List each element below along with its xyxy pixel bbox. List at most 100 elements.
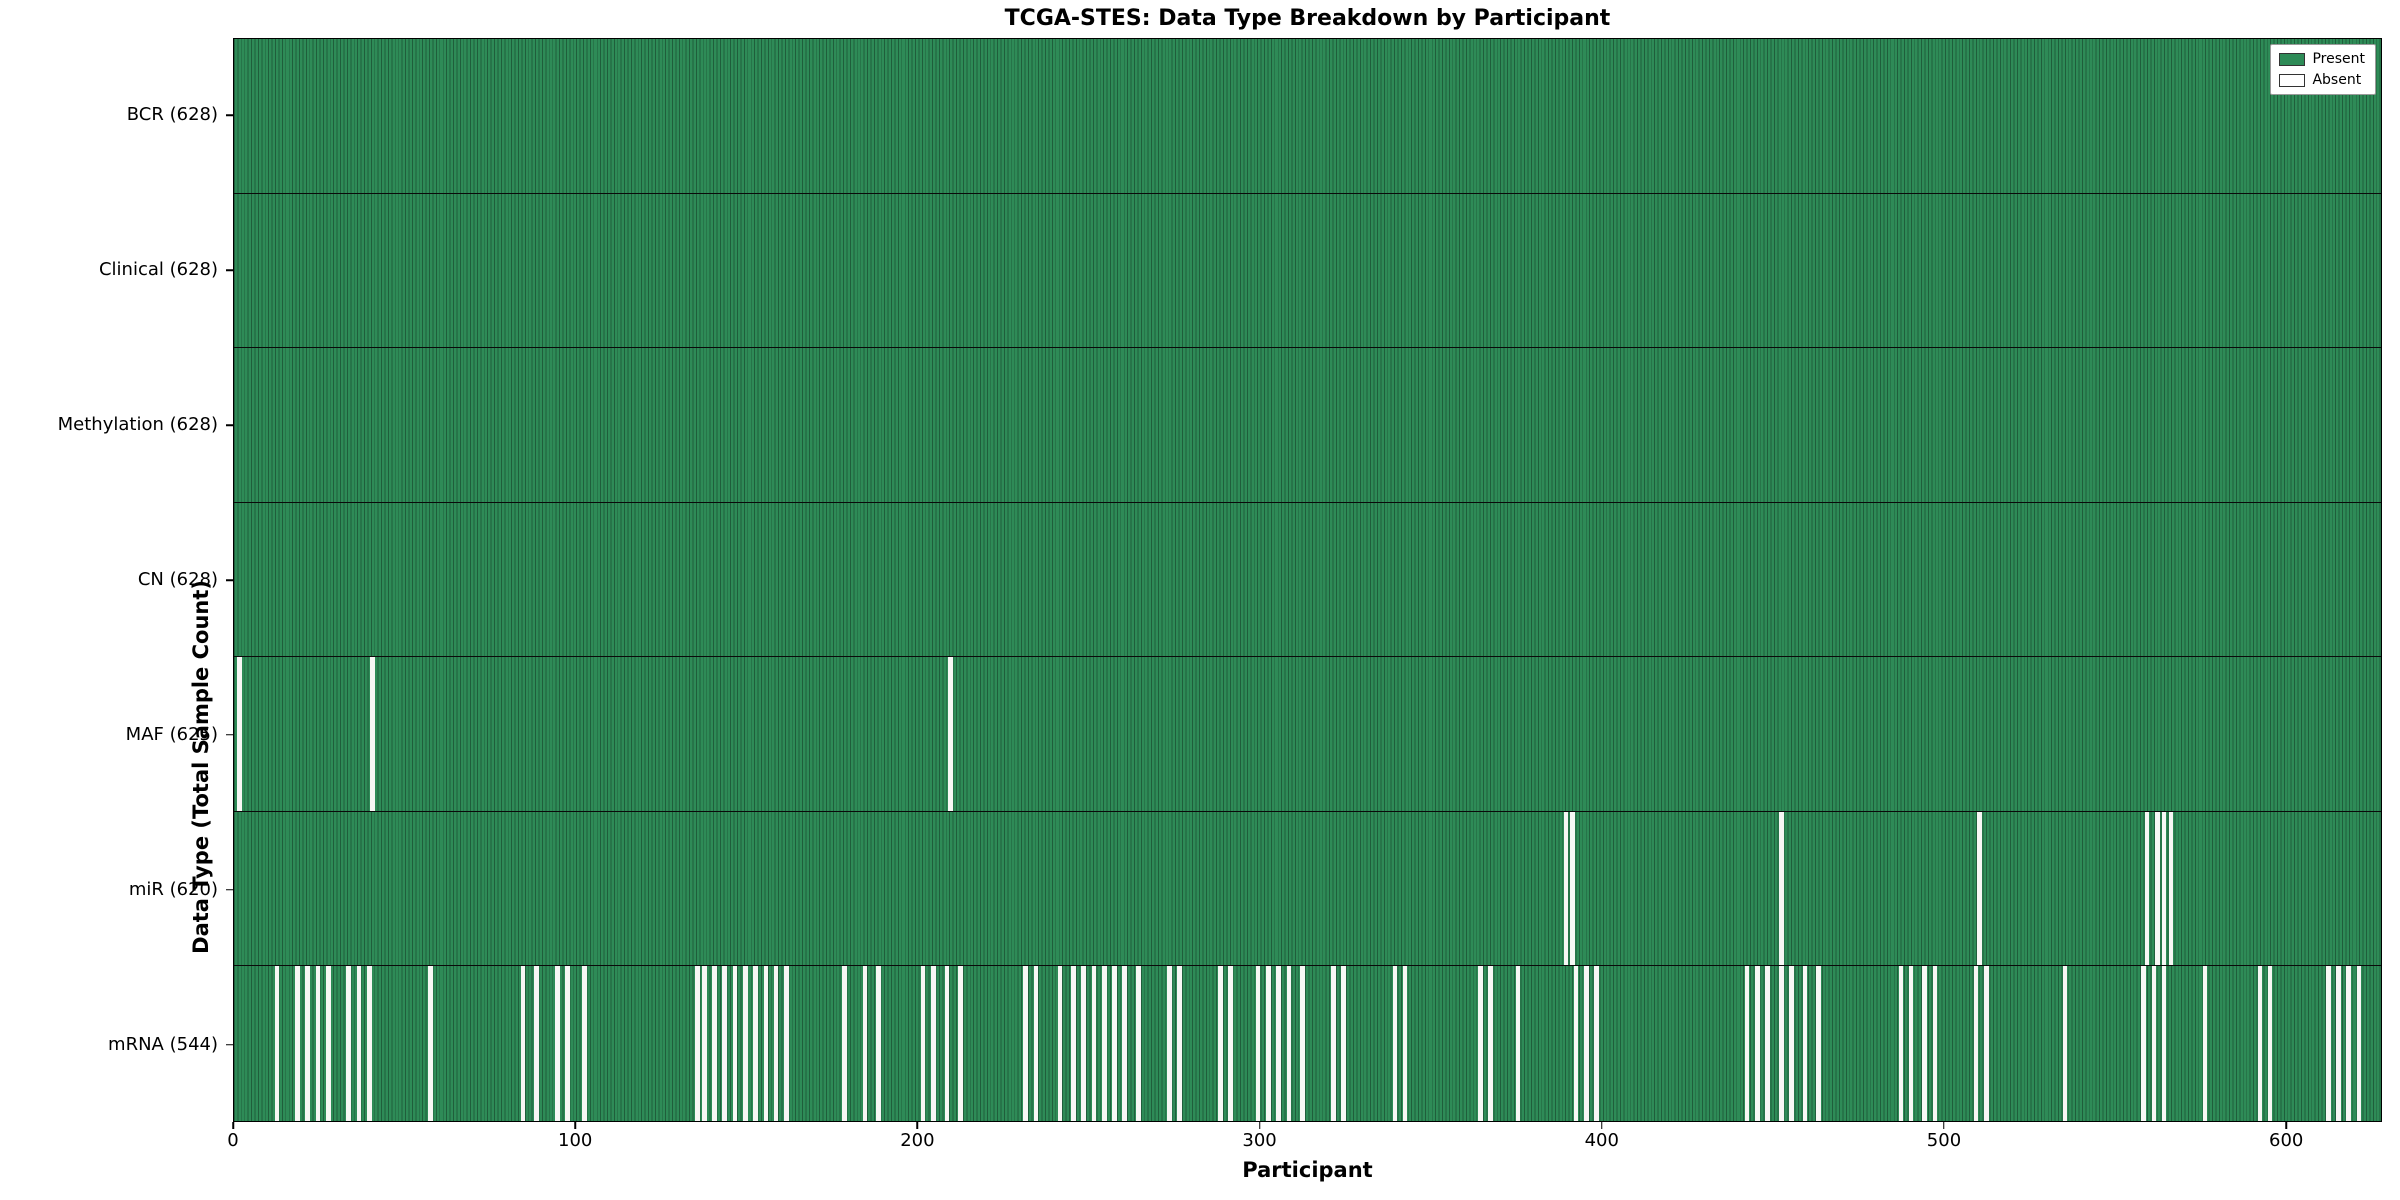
legend-label-present: Present: [2312, 51, 2365, 67]
absent-stripe: [2151, 966, 2157, 1121]
absent-stripe: [1973, 966, 1979, 1121]
absent-stripe: [1402, 966, 1408, 1121]
absent-stripe: [534, 966, 540, 1121]
absent-stripe: [1331, 966, 1336, 1121]
y-tick-mark: [226, 579, 233, 581]
absent-stripe: [2154, 811, 2160, 966]
absent-stripe: [722, 966, 728, 1121]
absent-stripe: [1341, 966, 1346, 1121]
absent-stripe: [695, 966, 700, 1121]
absent-stripe: [1218, 966, 1223, 1121]
absent-stripe: [2161, 966, 2167, 1121]
absent-stripe: [305, 966, 310, 1121]
chart-title: TCGA-STES: Data Type Breakdown by Partic…: [1004, 6, 1611, 31]
absent-stripe: [1276, 966, 1281, 1121]
absent-stripe: [920, 966, 926, 1121]
absent-stripe: [948, 657, 953, 811]
x-tick-mark: [232, 1122, 234, 1129]
absent-stripe: [2325, 966, 2331, 1121]
absent-stripe: [1765, 966, 1770, 1121]
absent-stripe: [2336, 966, 2341, 1121]
absent-stripe: [2168, 811, 2174, 966]
plot-area: [233, 38, 2382, 1122]
absent-stripe: [773, 966, 779, 1121]
absent-stripe: [1922, 966, 1928, 1121]
absent-stripe: [712, 966, 717, 1121]
x-axis-label: Participant: [1242, 1158, 1373, 1182]
absent-stripe: [1778, 966, 1784, 1121]
row-bcr: [234, 39, 2381, 194]
absent-stripe: [2141, 966, 2146, 1121]
legend-item-present: Present: [2279, 51, 2365, 67]
y-tick-mark: [226, 734, 233, 736]
absent-stripe: [2144, 811, 2150, 966]
absent-stripe: [763, 966, 769, 1121]
y-tick-label: MAF (625): [125, 723, 218, 745]
absent-stripe: [1573, 966, 1579, 1121]
absent-stripe: [784, 966, 789, 1121]
row-methylation: [234, 348, 2381, 503]
x-tick-mark: [1943, 1122, 1945, 1129]
absent-stripe: [1228, 966, 1234, 1121]
absent-stripe: [1177, 966, 1182, 1121]
legend-swatch-absent: [2279, 73, 2306, 87]
x-tick-mark: [1601, 1122, 1603, 1129]
absent-stripe: [732, 966, 738, 1121]
absent-stripe: [366, 966, 372, 1121]
absent-stripe: [1023, 966, 1028, 1121]
x-tick-mark: [2285, 1122, 2287, 1129]
absent-stripe: [237, 657, 242, 811]
y-tick-label: miR (620): [128, 878, 218, 900]
absent-stripe: [1570, 811, 1575, 966]
y-tick-mark: [226, 114, 233, 117]
row-clinical: [234, 193, 2381, 349]
absent-stripe: [2202, 966, 2208, 1121]
absent-stripe: [842, 966, 847, 1121]
legend-item-absent: Absent: [2279, 72, 2365, 88]
x-tick-label: 500: [1926, 1130, 1962, 1151]
y-tick-mark: [226, 424, 233, 426]
absent-stripe: [2267, 966, 2273, 1121]
absent-stripe: [2346, 966, 2352, 1121]
absent-stripe: [2257, 966, 2263, 1121]
absent-stripe: [1166, 966, 1172, 1121]
absent-stripe: [1136, 966, 1141, 1121]
absent-stripe: [1932, 966, 1938, 1121]
absent-stripe: [1898, 966, 1904, 1121]
absent-stripe: [1802, 966, 1808, 1121]
y-tick-label: Methylation (628): [57, 414, 218, 436]
x-tick-mark: [1258, 1122, 1261, 1129]
row-mir: [234, 811, 2381, 967]
absent-stripe: [1081, 966, 1087, 1121]
y-tick-label: mRNA (544): [108, 1033, 218, 1055]
legend: Present Absent: [2270, 44, 2376, 95]
absent-stripe: [1266, 966, 1271, 1121]
absent-stripe: [1584, 966, 1589, 1121]
absent-stripe: [2356, 966, 2362, 1121]
absent-stripe: [428, 966, 434, 1121]
absent-stripe: [325, 966, 331, 1121]
x-tick-label: 0: [227, 1130, 239, 1151]
absent-stripe: [1300, 966, 1305, 1121]
absent-stripe: [1563, 811, 1569, 966]
absent-stripe: [1754, 966, 1760, 1121]
absent-stripe: [346, 966, 352, 1121]
absent-stripe: [1816, 966, 1822, 1121]
absent-stripe: [1392, 966, 1398, 1121]
absent-stripe: [1057, 966, 1063, 1121]
absent-stripe: [1984, 966, 1989, 1121]
absent-stripe: [1515, 966, 1521, 1121]
absent-stripe: [753, 966, 758, 1121]
absent-stripe: [1908, 966, 1914, 1121]
absent-stripe: [1744, 966, 1750, 1121]
absent-stripe: [1594, 966, 1599, 1121]
absent-stripe: [944, 966, 950, 1121]
absent-stripe: [862, 966, 868, 1121]
absent-stripe: [1071, 966, 1076, 1121]
absent-stripe: [1286, 966, 1292, 1121]
absent-stripe: [1789, 966, 1794, 1121]
x-tick-label: 400: [1584, 1130, 1619, 1151]
absent-stripe: [931, 966, 936, 1121]
legend-label-absent: Absent: [2312, 72, 2362, 88]
